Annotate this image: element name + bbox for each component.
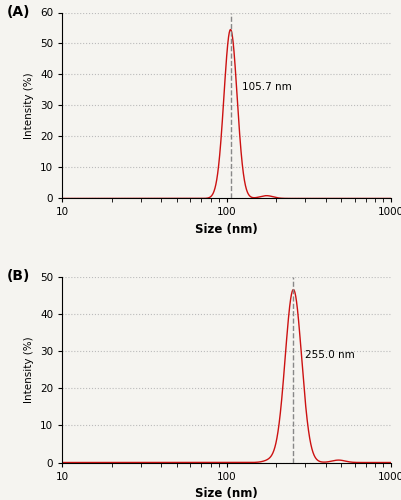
Y-axis label: Intensity (%): Intensity (%) (24, 72, 34, 139)
X-axis label: Size (nm): Size (nm) (195, 487, 258, 500)
X-axis label: Size (nm): Size (nm) (195, 223, 258, 236)
Text: 105.7 nm: 105.7 nm (242, 82, 292, 92)
Text: (A): (A) (6, 5, 30, 19)
Text: (B): (B) (6, 269, 30, 283)
Y-axis label: Intensity (%): Intensity (%) (24, 336, 34, 403)
Text: 255.0 nm: 255.0 nm (305, 350, 355, 360)
